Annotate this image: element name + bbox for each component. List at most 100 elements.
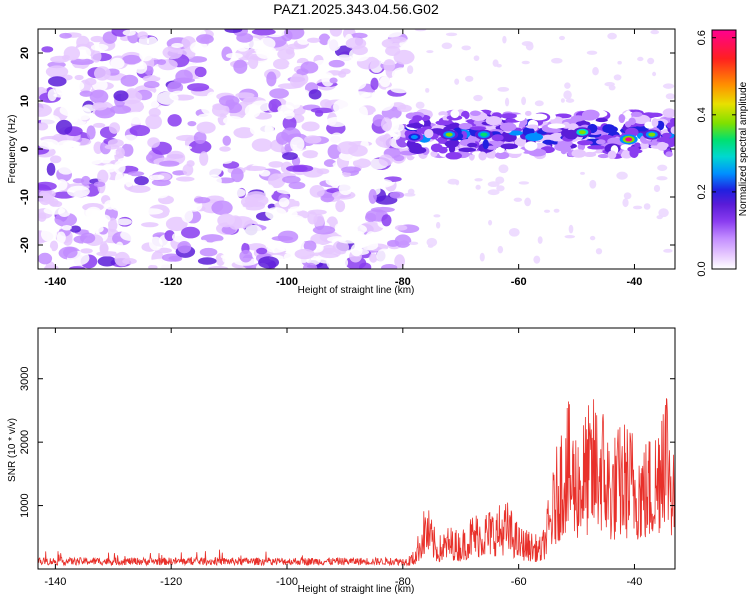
noise-cell bbox=[90, 35, 104, 43]
noise-cell bbox=[54, 212, 77, 227]
signal-cell bbox=[491, 134, 504, 142]
noise-cell bbox=[63, 247, 78, 259]
snr-y-tick-label: 3000 bbox=[19, 366, 31, 390]
noise-cell bbox=[165, 216, 188, 232]
noise-cell bbox=[38, 181, 57, 191]
signal-cell bbox=[438, 111, 448, 117]
signal-cell bbox=[478, 151, 487, 161]
noise-cell bbox=[312, 225, 336, 235]
noise-cell bbox=[650, 29, 659, 35]
noise-cell bbox=[158, 160, 180, 167]
noise-cell bbox=[230, 168, 244, 183]
noise-cell bbox=[50, 200, 63, 208]
signal-cell bbox=[458, 147, 476, 153]
noise-cell bbox=[508, 227, 520, 237]
signal-cell bbox=[547, 123, 566, 129]
signal-cell bbox=[659, 142, 669, 149]
noise-cell bbox=[122, 29, 136, 36]
signal-cell bbox=[412, 115, 423, 122]
noise-cell bbox=[207, 265, 229, 269]
noise-cell bbox=[496, 63, 502, 68]
noise-cell bbox=[504, 97, 510, 107]
noise-cell bbox=[347, 216, 364, 225]
noise-cell bbox=[115, 147, 125, 159]
noise-cell bbox=[114, 172, 124, 187]
noise-cell bbox=[289, 73, 306, 89]
noise-cell bbox=[345, 121, 370, 135]
signal-cell bbox=[525, 124, 539, 129]
noise-cell bbox=[337, 71, 347, 78]
noise-cell bbox=[175, 69, 193, 84]
noise-cell bbox=[206, 174, 222, 188]
noise-cell bbox=[243, 79, 266, 86]
signal-cell bbox=[595, 139, 606, 145]
noise-cell bbox=[426, 50, 434, 54]
noise-cell bbox=[182, 163, 194, 176]
noise-cell bbox=[337, 141, 359, 155]
noise-cell bbox=[379, 76, 391, 88]
noise-cell bbox=[80, 175, 91, 186]
spectrogram-x-tick-label: -120 bbox=[160, 276, 182, 288]
noise-cell bbox=[369, 253, 378, 263]
noise-cell bbox=[116, 218, 132, 226]
noise-cell bbox=[44, 264, 59, 269]
noise-cell bbox=[48, 76, 67, 87]
noise-cell bbox=[335, 200, 346, 213]
noise-cell bbox=[134, 175, 149, 186]
noise-cell bbox=[64, 35, 80, 50]
signal-cell bbox=[548, 113, 557, 120]
noise-cell bbox=[342, 86, 359, 93]
noise-cell bbox=[56, 231, 66, 244]
noise-cell bbox=[617, 60, 622, 65]
spectrogram-x-tick-label: -140 bbox=[44, 276, 66, 288]
snr-x-tick-label: -100 bbox=[276, 576, 298, 588]
noise-cell bbox=[282, 175, 301, 184]
noise-cell bbox=[57, 146, 75, 156]
signal-cell bbox=[524, 141, 538, 151]
noise-cell bbox=[190, 41, 208, 54]
noise-cell bbox=[188, 140, 212, 154]
noise-cell bbox=[251, 29, 276, 36]
signal-cell bbox=[630, 111, 643, 118]
signal-cell bbox=[514, 114, 526, 122]
colorbar-tick-label: 0.2 bbox=[696, 184, 708, 199]
noise-cell bbox=[79, 90, 93, 97]
noise-cell bbox=[68, 266, 86, 269]
noise-cell bbox=[97, 256, 117, 267]
noise-cell bbox=[199, 151, 209, 166]
signal-hotspot bbox=[410, 135, 418, 139]
noise-cell bbox=[55, 119, 73, 135]
noise-cell bbox=[310, 233, 333, 246]
noise-cell bbox=[145, 114, 162, 130]
noise-cell bbox=[376, 248, 393, 264]
signal-cell bbox=[581, 109, 600, 120]
noise-cell bbox=[127, 185, 151, 193]
noise-cell bbox=[381, 263, 398, 269]
noise-cell bbox=[338, 236, 360, 244]
noise-cell bbox=[109, 105, 132, 114]
noise-cell bbox=[426, 237, 438, 247]
noise-cell bbox=[394, 234, 412, 248]
noise-cell bbox=[224, 29, 243, 33]
noise-cell bbox=[177, 241, 192, 254]
noise-cell bbox=[63, 46, 81, 61]
noise-cell bbox=[495, 176, 505, 184]
colorbar-tick-label: 0.0 bbox=[696, 261, 708, 276]
signal-cell bbox=[622, 149, 632, 158]
signal-cell bbox=[467, 142, 478, 148]
noise-cell bbox=[117, 157, 140, 164]
noise-cell bbox=[286, 165, 308, 172]
noise-cell bbox=[142, 75, 161, 82]
noise-cell bbox=[139, 208, 164, 215]
noise-cell bbox=[383, 59, 396, 72]
signal-cell bbox=[662, 108, 675, 118]
noise-cell bbox=[427, 244, 434, 248]
noise-cell bbox=[175, 176, 195, 182]
noise-cell bbox=[141, 222, 159, 228]
signal-cell bbox=[486, 145, 498, 150]
noise-cell bbox=[161, 29, 179, 41]
signal-cell bbox=[485, 116, 502, 126]
noise-cell bbox=[496, 185, 505, 192]
noise-cell bbox=[657, 164, 668, 171]
noise-cell bbox=[564, 234, 576, 239]
